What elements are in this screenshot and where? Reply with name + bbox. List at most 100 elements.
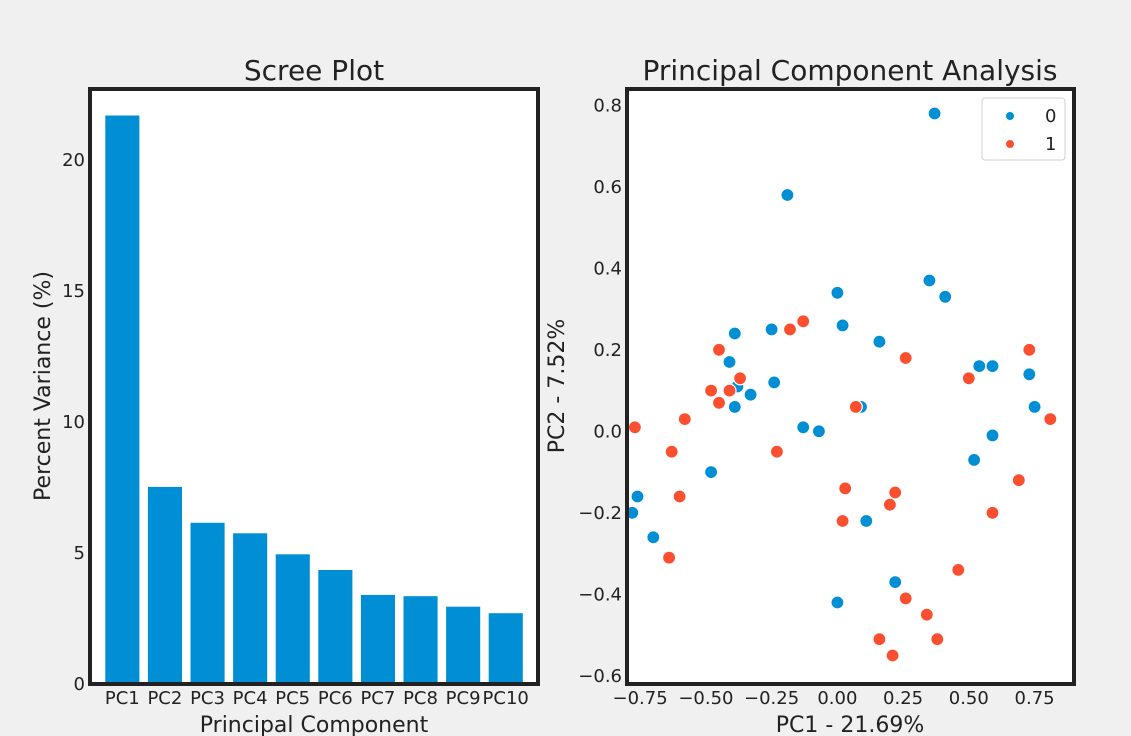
scatter-point-class-1 [672, 489, 687, 504]
scatter-point-class-0 [927, 106, 942, 121]
scree-plot-x-axis-label: Principal Component [200, 713, 429, 736]
pca-y-axis-label: PC2 - 7.52% [545, 319, 570, 453]
scatter-point-class-0 [922, 273, 937, 288]
scatter-point-class-1 [838, 481, 853, 496]
scatter-point-class-1 [1043, 412, 1058, 427]
scree-y-tick-label: 15 [62, 281, 85, 302]
scree-x-tick-label: PC9 [446, 688, 481, 709]
bar-pc9 [446, 606, 481, 684]
scatter-point-class-1 [885, 648, 900, 663]
scree-y-ticks: 0 5 10 15 20 [62, 150, 85, 695]
scatter-point-class-0 [630, 489, 645, 504]
scree-plot-y-axis-label: Percent Variance (%) [31, 271, 56, 501]
pca-plot-frame [625, 87, 1076, 686]
scatter-point-class-0 [722, 354, 737, 370]
pca-panel: −0.6−0.4−0.20.00.20.40.60.8 −0.75 −0.50 −0… [545, 54, 1076, 736]
pca-x-tick-label: 0.50 [949, 688, 989, 709]
scatter-point-class-1 [872, 632, 887, 647]
pca-y-tick-label: 0.6 [593, 177, 622, 198]
scatter-point-class-1 [898, 591, 913, 606]
scatter-point-class-0 [767, 375, 782, 390]
scree-x-tick-label: PC2 [147, 688, 182, 709]
scatter-point-class-1 [835, 513, 850, 529]
scree-plot-frame [88, 87, 540, 686]
scatter-point-class-1 [898, 350, 913, 366]
legend-label-1: 1 [1045, 134, 1056, 155]
legend-label-0: 0 [1045, 106, 1056, 127]
scree-x-tick-label: PC1 [105, 688, 140, 709]
pca-plot-title: Principal Component Analysis [642, 54, 1057, 87]
scatter-point-class-1 [664, 444, 679, 459]
scatter-point-class-1 [661, 550, 677, 565]
scatter-point-class-0 [835, 318, 850, 333]
scatter-point-class-0 [727, 399, 742, 414]
bar-pc1 [105, 115, 140, 684]
pca-y-ticks: −0.6 −0.4 −0.2 0.0 0.2 0.4 0.6 0.8 [578, 95, 622, 687]
scatter-point-class-0 [743, 387, 758, 402]
legend-marker-0 [1005, 111, 1015, 121]
scatter-point-class-0 [985, 428, 1000, 443]
bar-pc7 [360, 594, 395, 684]
scree-x-tick-label: PC7 [360, 688, 395, 709]
scree-x-tick-label: PC8 [403, 688, 438, 709]
scatter-point-class-1 [796, 314, 811, 329]
scatter-point-class-0 [811, 424, 827, 439]
pca-x-tick-label: 0.25 [883, 688, 923, 709]
legend-box [981, 97, 1066, 161]
scree-x-tick-label: PC10 [483, 688, 529, 709]
scatter-point-class-1 [677, 412, 692, 427]
scatter-point-class-0 [646, 530, 661, 545]
scatter-point-class-0 [859, 513, 874, 529]
scatter-point-class-1 [919, 607, 934, 622]
scatter-point-class-0 [764, 322, 779, 337]
scatter-point-class-0 [780, 187, 795, 203]
scatter-point-class-1 [951, 562, 966, 578]
bar-pc8 [403, 596, 438, 684]
scatter-point-class-1 [627, 420, 643, 435]
pca-y-tick-label: 0.8 [593, 95, 622, 116]
scatter-point-class-1 [961, 371, 976, 386]
scatter-point-class-1 [888, 485, 903, 500]
pca-plot-area [627, 89, 1074, 684]
pca-x-tick-label: 0.00 [817, 688, 857, 709]
pca-y-tick-label: −0.2 [578, 503, 622, 524]
scatter-point-class-0 [830, 595, 845, 610]
pca-x-tick-label: −0.25 [744, 688, 799, 709]
pca-y-tick-label: 0.2 [593, 340, 622, 361]
scatter-point-class-1 [1011, 473, 1026, 488]
scree-y-tick-label: 5 [74, 543, 85, 564]
scatter-point-class-0 [888, 574, 903, 590]
legend-marker-1 [1005, 139, 1015, 149]
pca-x-tick-label: −0.75 [613, 688, 668, 709]
scatter-point-class-0 [1022, 367, 1037, 382]
scatter-point-class-0 [985, 359, 1000, 374]
pca-x-ticks: −0.75 −0.50 −0.25 0.00 0.25 0.50 0.75 [613, 688, 1055, 709]
scree-bars [105, 115, 523, 684]
pca-y-tick-label: 0.0 [593, 421, 622, 442]
scatter-point-class-1 [848, 399, 863, 414]
scatter-point-class-0 [830, 285, 845, 300]
scatter-point-class-0 [872, 334, 887, 349]
scatter-point-class-1 [732, 371, 748, 386]
scree-x-tick-label: PC4 [233, 688, 268, 709]
scatter-point-class-0 [966, 452, 982, 467]
pca-x-axis-label: PC1 - 21.69% [776, 713, 924, 736]
pca-y-tick-label: −0.6 [578, 666, 622, 687]
scatter-point-class-1 [703, 383, 719, 398]
scatter-point-class-1 [930, 632, 945, 647]
scree-x-tick-label: PC3 [190, 688, 225, 709]
scatter-point-class-1 [711, 395, 727, 410]
scree-plot-title: Scree Plot [244, 54, 384, 87]
scatter-point-class-0 [727, 326, 742, 341]
pca-y-tick-label: 0.4 [593, 258, 622, 279]
scatter-point-class-0 [703, 465, 719, 480]
bar-pc4 [233, 533, 268, 684]
scatter-point-class-0 [796, 420, 811, 435]
scree-y-tick-label: 10 [62, 412, 85, 433]
bar-pc5 [275, 554, 310, 684]
scree-plot-panel: 0 5 10 15 20 PC1 PC2 PC3 PC4 PC5 PC6 PC7 PC8 PC9 PC10… [31, 54, 540, 736]
bar-pc10 [488, 613, 523, 684]
scatter-point-class-1 [711, 342, 727, 357]
scree-y-tick-label: 20 [62, 150, 85, 171]
